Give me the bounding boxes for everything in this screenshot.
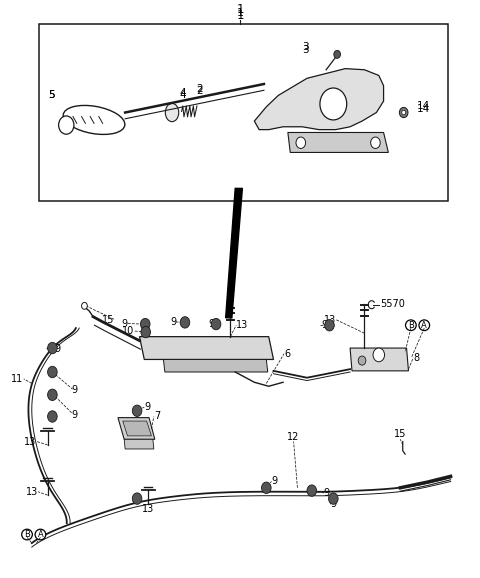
Text: 9: 9 bbox=[54, 344, 60, 354]
Circle shape bbox=[180, 317, 190, 328]
Polygon shape bbox=[140, 336, 274, 360]
Text: 2: 2 bbox=[196, 84, 203, 94]
Circle shape bbox=[371, 137, 380, 149]
Circle shape bbox=[141, 327, 151, 338]
Text: 9: 9 bbox=[72, 410, 78, 420]
Text: 2: 2 bbox=[196, 87, 203, 97]
Polygon shape bbox=[350, 348, 408, 371]
Text: 3: 3 bbox=[302, 45, 309, 55]
Text: 9: 9 bbox=[208, 318, 215, 328]
Text: A: A bbox=[421, 321, 427, 329]
Circle shape bbox=[48, 411, 57, 422]
Text: 5570: 5570 bbox=[380, 299, 405, 309]
Text: 5: 5 bbox=[48, 90, 55, 101]
Polygon shape bbox=[163, 360, 268, 372]
Text: 9: 9 bbox=[271, 476, 277, 487]
Text: 9: 9 bbox=[171, 317, 177, 327]
Polygon shape bbox=[254, 69, 384, 129]
Text: 1: 1 bbox=[236, 9, 244, 22]
Ellipse shape bbox=[165, 103, 179, 121]
Text: 8: 8 bbox=[413, 353, 420, 363]
Text: 10: 10 bbox=[121, 326, 134, 336]
Circle shape bbox=[132, 493, 142, 505]
Text: 4: 4 bbox=[179, 90, 186, 101]
Text: 15: 15 bbox=[394, 429, 407, 439]
Text: 13: 13 bbox=[324, 314, 336, 324]
Circle shape bbox=[320, 88, 347, 120]
Circle shape bbox=[399, 108, 408, 118]
Ellipse shape bbox=[63, 105, 125, 135]
Text: 9: 9 bbox=[144, 402, 150, 412]
Polygon shape bbox=[124, 439, 154, 449]
Bar bbox=[39, 24, 448, 201]
Text: 3: 3 bbox=[302, 42, 309, 52]
Text: 4: 4 bbox=[179, 87, 186, 98]
Text: B: B bbox=[408, 321, 414, 329]
Polygon shape bbox=[123, 421, 152, 436]
Circle shape bbox=[262, 482, 271, 494]
Circle shape bbox=[307, 485, 317, 497]
Circle shape bbox=[82, 302, 87, 309]
Text: 14: 14 bbox=[417, 103, 431, 113]
Text: 11: 11 bbox=[12, 374, 24, 384]
Circle shape bbox=[48, 366, 57, 377]
Text: 9: 9 bbox=[72, 386, 78, 395]
Text: 6: 6 bbox=[284, 349, 290, 359]
Text: 14: 14 bbox=[417, 101, 431, 110]
Circle shape bbox=[324, 320, 334, 331]
Circle shape bbox=[211, 318, 221, 330]
Text: 13: 13 bbox=[26, 487, 38, 497]
Circle shape bbox=[59, 116, 74, 134]
Text: 9: 9 bbox=[322, 320, 327, 330]
Text: 13: 13 bbox=[142, 505, 154, 514]
Text: 13: 13 bbox=[24, 436, 36, 447]
Circle shape bbox=[48, 342, 57, 354]
Text: B: B bbox=[24, 530, 30, 539]
Circle shape bbox=[373, 348, 384, 362]
Polygon shape bbox=[226, 188, 242, 318]
Text: 9: 9 bbox=[330, 499, 336, 509]
Polygon shape bbox=[288, 132, 388, 153]
Circle shape bbox=[334, 50, 340, 58]
Text: 15: 15 bbox=[102, 314, 115, 324]
Text: 1: 1 bbox=[236, 2, 244, 16]
Text: 7: 7 bbox=[154, 412, 160, 421]
Text: 9: 9 bbox=[324, 488, 330, 498]
Polygon shape bbox=[118, 418, 155, 439]
Circle shape bbox=[132, 405, 142, 417]
Circle shape bbox=[328, 493, 338, 505]
Circle shape bbox=[402, 110, 406, 115]
Circle shape bbox=[358, 356, 366, 365]
Circle shape bbox=[141, 318, 150, 330]
Circle shape bbox=[48, 389, 57, 401]
Text: A: A bbox=[37, 530, 43, 539]
Text: 9: 9 bbox=[121, 318, 128, 328]
Text: 1: 1 bbox=[237, 9, 243, 18]
Text: 12: 12 bbox=[288, 432, 300, 442]
Text: 13: 13 bbox=[236, 320, 249, 330]
Circle shape bbox=[296, 137, 306, 149]
Text: 5: 5 bbox=[48, 90, 55, 101]
